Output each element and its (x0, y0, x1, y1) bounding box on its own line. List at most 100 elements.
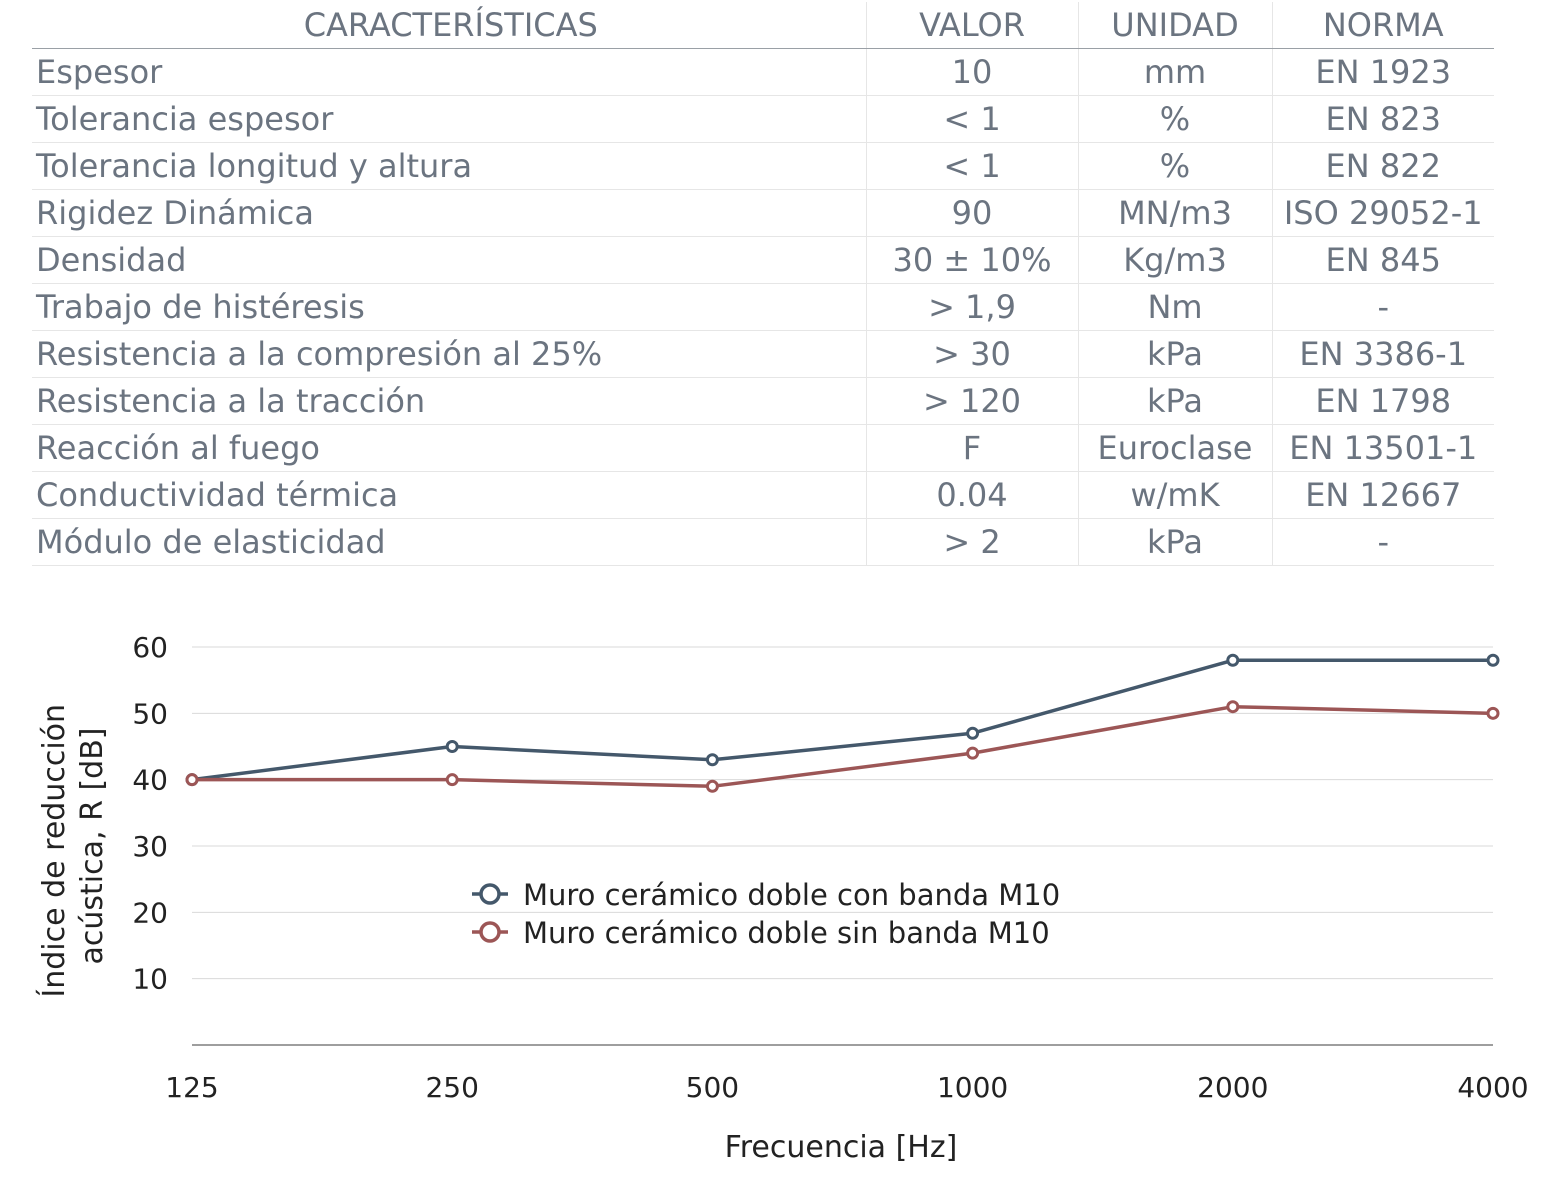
value-cell: 10 (865, 48, 1078, 96)
property-name-cell: Espesor (32, 48, 866, 96)
header-unidad: UNIDAD (1077, 2, 1272, 49)
property-name-cell: Rigidez Dinámica (32, 189, 866, 237)
standard-cell: EN 822 (1271, 142, 1494, 190)
y-axis-title-line-1: Índice de reducción (36, 704, 72, 998)
value-cell: < 1 (865, 142, 1078, 190)
data-point (1226, 653, 1240, 667)
y-tick-label: 20 (132, 896, 168, 929)
legend-circle-marker (479, 883, 501, 905)
value-cell: > 30 (865, 330, 1078, 378)
value-cell: < 1 (865, 95, 1078, 143)
table-row: Rigidez Dinámica 90 MN/m3 ISO 29052-1 (32, 189, 1494, 237)
value-cell: 30 ± 10% (865, 236, 1078, 284)
data-point (445, 773, 459, 787)
value-cell: 0.04 (865, 471, 1078, 519)
property-name-cell: Módulo de elasticidad (32, 518, 866, 566)
unit-cell: kPa (1077, 377, 1272, 425)
acoustic-chart: 10 20 30 40 50 60 125 250 500 1000 2000 4000 Frecu… (36, 631, 1529, 1165)
table-row: Conductividad térmica 0.04 w/mK EN 12667 (32, 471, 1494, 519)
y-axis-title: Índice de reducción acústica, R [dB] (36, 694, 110, 997)
value-cell: > 1,9 (865, 283, 1078, 331)
data-point (966, 746, 980, 760)
data-point (1486, 653, 1500, 667)
legend-circle-marker (479, 921, 501, 943)
series-1 (185, 653, 1500, 787)
unit-cell: % (1077, 95, 1272, 143)
legend-label: Muro cerámico doble sin banda M10 (523, 916, 1050, 950)
spec-table-body: Espesor 10 mm EN 1923 Tolerancia espesor < 1%… (32, 48, 1494, 566)
y-tick-labels: 10 20 30 40 50 60 (132, 631, 168, 996)
property-name-cell: Resistencia a la compresión al 25% (32, 330, 866, 378)
header-caracteristicas: CARACTERÍSTICAS (32, 2, 866, 49)
y-tick-label: 40 (132, 764, 168, 797)
table-row: Tolerancia longitud y altura < 1% EN 822 (32, 142, 1494, 190)
data-point (445, 740, 459, 753)
property-name-cell: Tolerancia longitud y altura (32, 142, 866, 190)
series-2 (185, 700, 1500, 793)
data-point (1486, 706, 1500, 720)
legend-item: Muro cerámico doble con banda M10 (472, 878, 1060, 912)
property-name-cell: Conductividad térmica (32, 471, 866, 519)
data-point (705, 779, 719, 793)
table-row: Tolerancia espesor < 1% EN 823 (32, 95, 1494, 143)
x-axis-title: Frecuencia [Hz] (725, 1130, 958, 1165)
x-tick-label: 125 (165, 1071, 218, 1104)
header-row: CARACTERÍSTICAS VALOR UNIDAD NORMA (32, 2, 1494, 49)
data-point (705, 753, 719, 767)
y-tick-label: 30 (132, 830, 168, 863)
table-row: Trabajo de histéresis > 1,9 Nm - (32, 283, 1494, 331)
series-line (192, 704, 1494, 789)
table-row: Densidad 30 ± 10% Kg/m3 EN 845 (32, 236, 1494, 284)
standard-cell: EN 13501-1 (1271, 424, 1494, 472)
y-tick-label: 10 (132, 963, 168, 996)
unit-cell: kPa (1077, 330, 1272, 378)
value-cell: F (865, 424, 1078, 472)
standard-cell: EN 3386-1 (1271, 330, 1494, 378)
unit-cell: % (1077, 142, 1272, 190)
x-tick-label: 500 (686, 1071, 739, 1104)
unit-cell: w/mK (1077, 471, 1272, 519)
property-name-cell: Reacción al fuego (32, 424, 866, 472)
value-cell: > 120 (865, 377, 1078, 425)
data-point (1226, 700, 1240, 714)
x-tick-label: 4000 (1457, 1071, 1528, 1104)
spec-table: CARACTERÍSTICAS VALOR UNIDAD NORMA Espesor 1… (32, 2, 1494, 566)
x-tick-label: 2000 (1197, 1071, 1268, 1104)
chart-legend: Muro cerámico doble con banda M10 Muro ce… (472, 878, 1060, 950)
property-name-cell: Resistencia a la tracción (32, 377, 866, 425)
table-row: Reacción al fuego F Euroclase EN 13501-1 (32, 424, 1494, 472)
standard-cell: - (1271, 518, 1494, 566)
standard-cell: EN 845 (1271, 236, 1494, 284)
chart-series (185, 653, 1500, 793)
header-norma: NORMA (1271, 2, 1494, 49)
y-tick-label: 60 (132, 631, 168, 664)
unit-cell: MN/m3 (1077, 189, 1272, 237)
data-point (185, 773, 199, 787)
y-axis-title-line-2: acústica, R [dB] (75, 728, 110, 965)
value-cell: > 2 (865, 518, 1078, 566)
unit-cell: Kg/m3 (1077, 236, 1272, 284)
data-point (966, 726, 980, 740)
standard-cell: EN 12667 (1271, 471, 1494, 519)
legend-item: Muro cerámico doble sin banda M10 (472, 916, 1050, 950)
spec-table-header: CARACTERÍSTICAS VALOR UNIDAD NORMA (32, 2, 1494, 49)
table-row: Espesor 10 mm EN 1923 (32, 48, 1494, 96)
x-tick-label: 250 (425, 1071, 478, 1104)
unit-cell: Euroclase (1077, 424, 1272, 472)
unit-cell: kPa (1077, 518, 1272, 566)
table-row: Módulo de elasticidad > 2 kPa - (32, 518, 1494, 566)
x-tick-label: 1000 (937, 1071, 1008, 1104)
standard-cell: ISO 29052-1 (1271, 189, 1494, 237)
value-cell: 90 (865, 189, 1078, 237)
standard-cell: - (1271, 283, 1494, 331)
header-valor: VALOR (865, 2, 1078, 49)
table-row: Resistencia a la tracción > 120 kPa EN 1798 (32, 377, 1494, 425)
standard-cell: EN 823 (1271, 95, 1494, 143)
y-tick-label: 50 (132, 697, 168, 730)
x-tick-labels: 125 250 500 1000 2000 4000 (165, 1071, 1528, 1104)
table-row: Resistencia a la compresión al 25% > 30 kP… (32, 330, 1494, 378)
unit-cell: Nm (1077, 283, 1272, 331)
unit-cell: mm (1077, 48, 1272, 96)
standard-cell: EN 1798 (1271, 377, 1494, 425)
series-line (191, 658, 1493, 782)
